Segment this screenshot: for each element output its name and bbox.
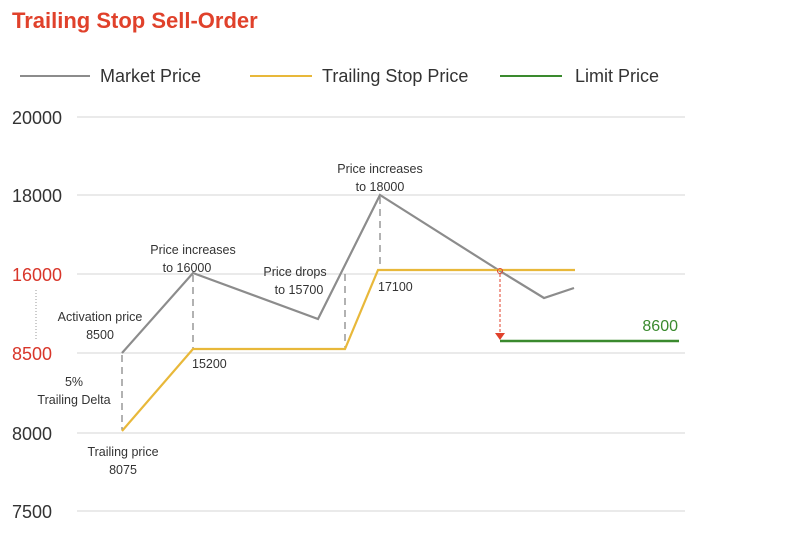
- trigger-point: [497, 268, 503, 274]
- y-tick: 7500: [12, 502, 52, 522]
- limit-price-label: 8600: [642, 318, 678, 335]
- annotation: to 18000: [356, 180, 405, 194]
- annotation: Trailing price: [87, 445, 158, 459]
- annotation: 8075: [109, 463, 137, 477]
- page-title: Trailing Stop Sell-Order: [12, 8, 258, 33]
- annotation: 15200: [192, 357, 227, 371]
- annotation: 17100: [378, 280, 413, 294]
- guide-lines: [121, 197, 381, 430]
- y-tick-highlight: 16000: [12, 265, 62, 285]
- y-tick-highlight: 8500: [12, 344, 52, 364]
- annotation: 8500: [86, 328, 114, 342]
- gridlines: [77, 116, 685, 512]
- annotation: Price increases: [337, 162, 422, 176]
- annotation: to 15700: [275, 283, 324, 297]
- annotation: Activation price: [58, 310, 143, 324]
- annotation: to 16000: [163, 261, 212, 275]
- legend-limit-label: Limit Price: [575, 66, 659, 86]
- legend: Market Price Trailing Stop Price Limit P…: [20, 66, 659, 86]
- annotation: Price increases: [150, 243, 235, 257]
- legend-market-label: Market Price: [100, 66, 201, 86]
- trailing-stop-line: [121, 268, 575, 432]
- annotation: Price drops: [263, 265, 326, 279]
- annotation: Trailing Delta: [37, 393, 110, 407]
- market-price-line: [121, 193, 575, 354]
- y-tick: 18000: [12, 186, 62, 206]
- annotation: 5%: [65, 375, 83, 389]
- y-tick: 20000: [12, 108, 62, 128]
- legend-trailing-label: Trailing Stop Price: [322, 66, 468, 86]
- y-tick: 8000: [12, 424, 52, 444]
- arrow-down-icon: [495, 333, 505, 340]
